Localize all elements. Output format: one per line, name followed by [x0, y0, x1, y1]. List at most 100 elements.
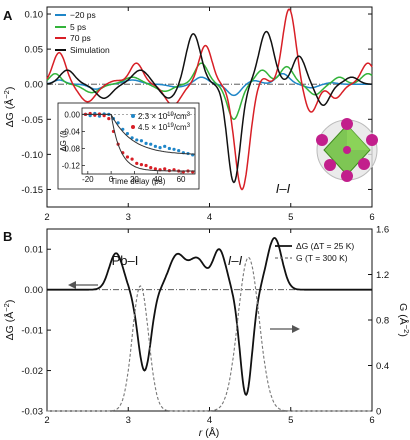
panel-a-inset: -20 0 20 40 60 0.00 -0.04 -0.08 -0.12 Time delay…: [57, 102, 200, 190]
panel-b-ytick-right-label: 0: [376, 407, 381, 418]
panel-a-ytick-label: -0.15: [21, 185, 43, 196]
inset-point-series-0: [135, 138, 139, 142]
panel-a-legend: −20 ps 5 ps 70 ps Simulation: [55, 10, 110, 55]
crystal-atom-top: [341, 118, 353, 130]
inset-xtick-label: 60: [177, 175, 186, 184]
inset-point-series-1: [153, 167, 157, 171]
panel-letter-a: A: [3, 8, 13, 23]
panel-a-chart: 2 3 4 5 6 0.10 0.05 0.00 -0.05 -0.10 -0.15 ΔG (Å−2…: [2, 6, 378, 223]
panel-a-ytick-label: 0.00: [25, 80, 44, 91]
inset-legend-label-high: 4.5 × 1019/cm3: [138, 123, 191, 132]
panel-b-xtick-label: 2: [44, 415, 49, 426]
inset-ytick-label: -0.04: [62, 127, 81, 136]
series-line-70ps: [46, 8, 373, 191]
axis-arrow-left: [68, 281, 98, 289]
inset-point-series-0: [125, 131, 130, 136]
inset-point-series-0: [139, 139, 144, 143]
crystal-atom-left: [316, 134, 328, 146]
inset-legend-label-low: 2.3 × 1019/cm3: [138, 112, 191, 121]
legend-label-delta-g: ΔG (ΔT = 25 K): [296, 241, 354, 251]
panel-a-xtick-label: 5: [288, 212, 293, 223]
crystal-structure-illustration: [316, 118, 378, 182]
inset-xtick-label: 40: [153, 175, 162, 184]
crystal-atom-lower-right: [358, 158, 370, 170]
panel-letter-b: B: [3, 229, 12, 244]
inset-point-series-0: [130, 136, 134, 140]
panel-a-xtick-label: 6: [369, 212, 374, 223]
inset-xtick-label: 0: [109, 175, 114, 184]
inset-point-series-0: [149, 142, 153, 146]
panel-b-ytick-left-label: -0.03: [21, 407, 43, 418]
panel-a-ylabel: ΔG (Å−2): [2, 87, 16, 128]
inset-ytick-label: -0.08: [62, 144, 81, 153]
inset-ylabel: ΔG (I): [59, 130, 68, 152]
inset-point-series-0: [153, 144, 157, 148]
panel-b-xtick-label: 6: [369, 415, 374, 426]
crystal-center-atom: [343, 146, 351, 154]
panel-b-chart: 2 3 4 5 6 0.01 0.00 -0.01 -0.02 -0.03 1.6 1.2 0.8 0.4…: [2, 225, 410, 440]
inset-xtick-label: -20: [82, 175, 94, 184]
inset-point-series-0: [158, 146, 162, 150]
legend-label-simulation: Simulation: [70, 45, 110, 55]
legend-label-20ps: −20 ps: [70, 10, 96, 20]
inset-point-series-1: [144, 163, 148, 168]
legend-label-5ps: 5 ps: [70, 22, 86, 32]
inset-legend-marker-low: [131, 114, 135, 118]
inset-fit-line-series-1: [82, 113, 195, 172]
panel-b-ticks: 2 3 4 5 6 0.01 0.00 -0.01 -0.02 -0.03 1.6 1.2 0.8 0.4…: [21, 225, 389, 427]
inset-point-series-1: [107, 117, 111, 121]
inset-point-series-0: [167, 146, 171, 151]
panel-b-ytick-right-label: 1.6: [376, 225, 389, 236]
inset-legend-marker-high: [131, 125, 135, 129]
inset-point-series-1: [139, 163, 144, 167]
axis-arrow-right: [270, 325, 300, 333]
panel-b-xlabel: r (Å): [199, 426, 219, 439]
panel-b-xtick-label: 4: [207, 415, 212, 426]
legend-label-70ps: 70 ps: [70, 33, 91, 43]
inset-frame-background: [57, 102, 200, 190]
inset-axes-frame: [81, 107, 196, 175]
panel-b-ylabel-right: G (Å−2): [397, 303, 410, 337]
inset-xtick-label: 20: [130, 175, 139, 184]
panel-a-ytick-label: -0.05: [21, 115, 43, 126]
panel-a-ticks: 2 3 4 5 6 0.10 0.05 0.00 -0.05 -0.10 -0.15: [21, 7, 375, 223]
series-line-g: [47, 256, 372, 412]
crystal-atom-bottom: [341, 170, 353, 182]
inset-point-series-1: [149, 166, 153, 170]
panel-a-ytick-label: 0.05: [25, 45, 44, 56]
panel-b-xtick-label: 5: [288, 415, 293, 426]
panel-b-pb-i-label: Pb–I: [112, 253, 139, 268]
inset-point-series-1: [125, 155, 130, 159]
panel-b-ytick-right-label: 1.2: [376, 270, 389, 281]
arrow-right-head: [292, 325, 300, 333]
series-line-delta-g: [47, 236, 372, 397]
panel-a-xtick-label: 3: [126, 212, 131, 223]
panel-b-ylabel-left: ΔG (Å−2): [2, 300, 16, 341]
crystal-octahedron-face: [347, 125, 370, 150]
inset-point-series-0: [144, 141, 148, 145]
inset-point-series-1: [130, 157, 134, 161]
panel-b-ytick-right-label: 0.8: [376, 316, 389, 327]
inset-point-series-0: [163, 144, 167, 148]
inset-content: -20 0 20 40 60 0.00 -0.04 -0.08 -0.12: [62, 110, 195, 184]
inset-point-series-1: [163, 167, 167, 171]
inset-xlabel: Time delay (ps): [111, 177, 166, 186]
crystal-atom-lower-left: [324, 159, 336, 171]
legend-label-g: G (T = 300 K): [296, 253, 348, 263]
panel-a-ytick-label: 0.10: [25, 10, 44, 21]
crystal-atom-right: [366, 134, 378, 146]
inset-ytick-label: -0.12: [62, 161, 81, 170]
inset-ytick-label: 0.00: [64, 110, 80, 119]
panel-a-ytick-label: -0.10: [21, 150, 43, 161]
panel-a-ii-label: I–I: [276, 181, 291, 196]
inset-point-series-1: [135, 161, 139, 165]
inset-point-series-0: [177, 148, 181, 153]
panel-b-xtick-label: 3: [126, 415, 131, 426]
inset-point-series-0: [172, 147, 176, 151]
series-line-Simulation: [46, 30, 372, 184]
panel-a-xtick-label: 4: [207, 212, 212, 223]
panel-a-lines: [46, 8, 373, 191]
panel-b-ytick-left-label: 0.01: [25, 245, 44, 256]
arrow-left-head: [68, 281, 76, 289]
